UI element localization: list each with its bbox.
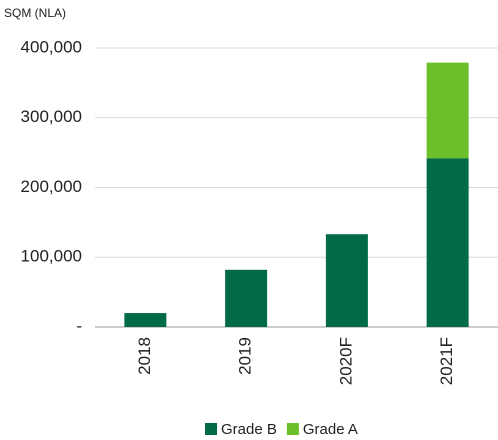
- legend-swatch: [205, 423, 217, 435]
- bar-segment: [426, 158, 469, 327]
- bar-segment: [325, 234, 368, 327]
- legend-label: Grade A: [303, 421, 358, 438]
- y-tick-label: 400,000: [21, 37, 82, 56]
- y-tick-label: 100,000: [21, 247, 82, 266]
- legend-label: Grade B: [221, 421, 277, 438]
- y-tick-label: -: [76, 316, 82, 335]
- bar-segment: [426, 62, 469, 159]
- x-tick-label: 2020F: [336, 337, 355, 385]
- y-axis-label: SQM (NLA): [4, 6, 66, 20]
- y-tick-label: 300,000: [21, 107, 82, 126]
- bar-segment: [225, 269, 268, 327]
- x-tick-label: 2018: [135, 337, 154, 375]
- legend-swatch: [286, 423, 299, 435]
- bar-segment: [124, 313, 167, 327]
- x-tick-label: 2019: [236, 337, 255, 375]
- y-tick-label: 200,000: [21, 177, 82, 196]
- x-tick-label: 2021F: [437, 337, 456, 385]
